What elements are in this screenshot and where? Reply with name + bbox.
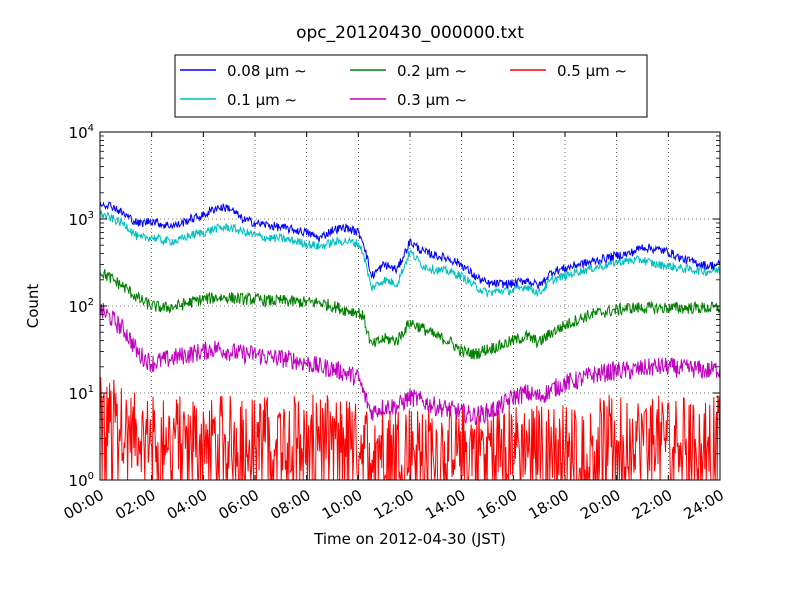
series-line [99,302,721,426]
legend-label: 0.3 μm ∼ [397,91,467,109]
legend-label: 0.08 μm ∼ [227,62,307,80]
legend: 0.08 μm ∼ 0.1 μm ∼ 0.2 μm ∼ 0.3 μm ∼ 0.5 μm … [174,54,648,118]
y-tick-label: 102 [69,297,94,316]
x-axis-label: Time on 2012-04-30 (JST) [313,530,506,548]
x-tick-label: 16:00 [474,486,520,523]
y-tick-labels: 100 101 102 103 104 [69,123,94,490]
y-axis-label: Count [24,284,42,329]
x-tick-label: 14:00 [422,486,468,523]
x-tick-label: 18:00 [526,486,572,523]
x-tick-label: 24:00 [681,486,727,523]
legend-label: 0.5 μm ∼ [557,62,627,80]
x-tick-label: 10:00 [319,486,365,523]
series-line [99,201,721,290]
legend-label: 0.2 μm ∼ [397,62,467,80]
series-line [99,210,721,298]
x-tick-label: 04:00 [164,486,210,523]
y-tick-label: 100 [69,471,94,490]
x-tick-label: 08:00 [267,486,313,523]
x-tick-label: 02:00 [112,486,158,523]
x-tick-label: 00:00 [61,486,107,523]
series-layer [99,201,721,482]
x-tick-label: 20:00 [577,486,623,523]
ticks [99,131,721,481]
x-tick-label: 12:00 [371,486,417,523]
legend-label: 0.1 μm ∼ [227,91,297,109]
legend-frame [174,54,648,118]
x-tick-label: 06:00 [216,486,262,523]
chart-title: opc_20120430_000000.txt [296,23,524,43]
y-tick-label: 101 [69,384,94,403]
x-tick-label: 22:00 [629,486,675,523]
x-tick-labels: 00:00 02:00 04:00 06:00 08:00 10:00 12:00 14:00… [61,486,727,523]
y-tick-label: 103 [69,210,94,229]
series-line [99,268,721,360]
y-tick-label: 104 [69,123,94,142]
